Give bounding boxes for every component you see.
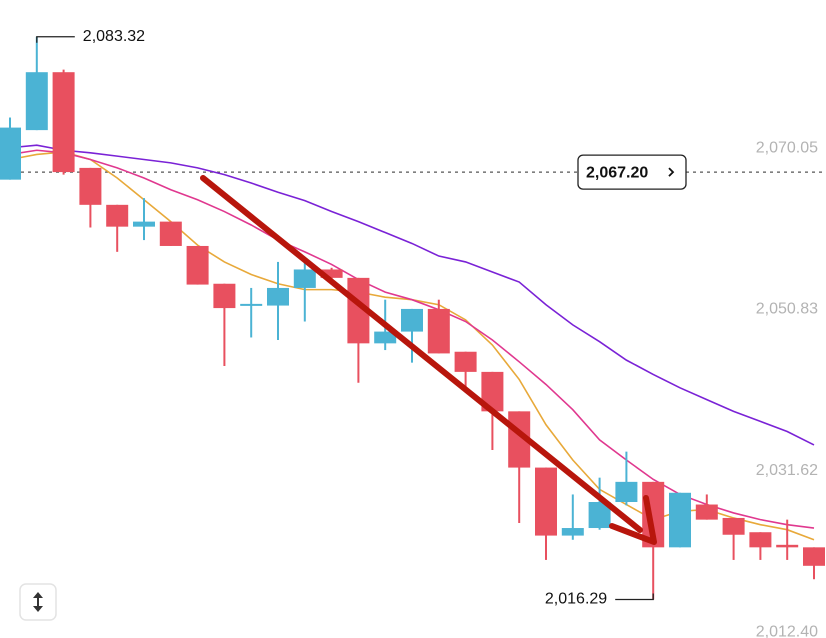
candle-body — [320, 269, 343, 278]
candle-body — [133, 221, 155, 227]
expand-button[interactable] — [19, 583, 57, 621]
arrow-shaft — [200, 175, 643, 533]
candle-body — [25, 72, 48, 131]
candle-body — [401, 308, 423, 332]
annotation-layer: 2,083.32 2,016.29 2,067.20 — [36, 28, 687, 608]
candle-body — [240, 303, 263, 306]
high-label: 2,083.32 — [83, 28, 145, 45]
candle-body — [749, 532, 772, 548]
candle-body — [79, 167, 102, 205]
candle-body — [374, 331, 397, 344]
candle-body — [722, 517, 745, 535]
candle-body — [186, 245, 209, 285]
candle-body — [776, 544, 799, 548]
candle-body — [293, 269, 316, 288]
price-tag-label[interactable]: 2,067.20 — [586, 164, 648, 181]
price-tag[interactable]: 2,067.20 — [577, 154, 687, 190]
candle-body — [0, 127, 21, 180]
candle-body — [803, 547, 825, 566]
candle-body — [267, 287, 289, 306]
candle-body — [588, 502, 611, 529]
candle-body — [695, 504, 718, 520]
leader-line — [615, 593, 654, 601]
leader-line — [36, 36, 75, 43]
candle-body — [481, 371, 504, 412]
trend-arrow — [200, 175, 657, 545]
y-tick-label: 2,070.05 — [756, 139, 818, 156]
button-icon — [33, 592, 43, 612]
candle-body — [535, 467, 557, 536]
candle-body — [347, 277, 370, 344]
price-tag-box[interactable] — [577, 154, 687, 190]
y-tick-label: 2,050.83 — [756, 301, 818, 318]
candle-body — [159, 221, 182, 246]
low-label: 2,016.29 — [545, 591, 607, 608]
candle-body — [52, 72, 75, 173]
y-tick-label: 2,012.40 — [756, 623, 818, 638]
candle-body — [427, 308, 450, 354]
arrow-head — [609, 495, 657, 545]
candle-body — [213, 283, 236, 309]
candle-body — [561, 528, 584, 536]
candle-layer — [0, 36, 825, 600]
candle-body — [615, 481, 638, 503]
y-tick-label: 2,031.62 — [756, 462, 818, 479]
candle-body — [454, 351, 477, 372]
ma-line — [9, 144, 815, 446]
candle-body — [106, 204, 129, 227]
axis-layer: 2,070.05 2,050.83 2,031.62 2,012.40 — [0, 139, 826, 638]
price-tag-chevron[interactable] — [668, 167, 675, 177]
candle-body — [669, 492, 691, 548]
